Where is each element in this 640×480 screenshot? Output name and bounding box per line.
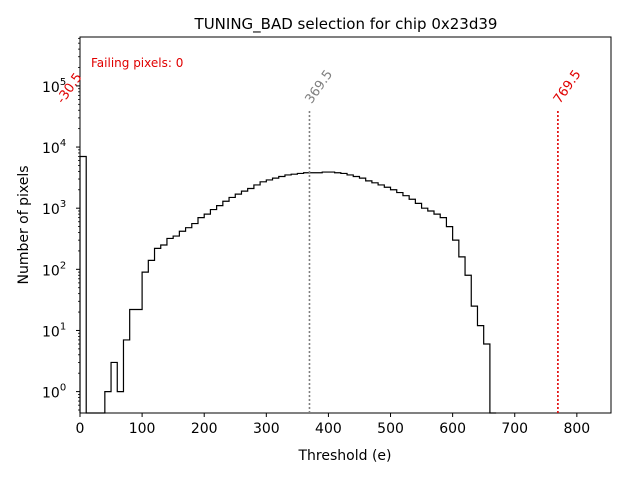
histogram-step-line <box>79 155 497 414</box>
x-tick-label: 100 <box>129 421 156 437</box>
x-tick-label: 500 <box>377 421 404 437</box>
y-axis-ticks: 100 101 102 103 104 105 <box>42 37 80 411</box>
y-tick-label: 102 <box>42 260 66 279</box>
x-tick-label: 600 <box>439 421 466 437</box>
y-tick-label: 101 <box>42 321 66 340</box>
reference-lines: 369.5 769.5-30.5 <box>54 68 585 413</box>
y-tick-label: 103 <box>42 199 66 218</box>
vline-label-0: 369.5 <box>302 68 336 107</box>
x-tick-label: 400 <box>315 421 342 437</box>
x-axis-label: Threshold (e) <box>298 448 392 464</box>
y-tick-label: 104 <box>42 138 66 157</box>
y-tick-label: 105 <box>42 77 66 96</box>
vline-label-1: 769.5 <box>551 68 585 107</box>
x-tick-label: 700 <box>501 421 528 437</box>
y-axis-label: Number of pixels <box>16 165 32 284</box>
y-tick-label: 100 <box>42 383 66 402</box>
x-tick-label: 0 <box>76 421 85 437</box>
x-tick-label: 800 <box>563 421 590 437</box>
x-axis-ticks: 0 100 200 300 400 500 600 700 800 <box>76 413 590 437</box>
chart-title: TUNING_BAD selection for chip 0x23d39 <box>194 15 498 34</box>
failing-pixels-annotation: Failing pixels: 0 <box>91 56 183 70</box>
histogram-marks <box>79 155 497 414</box>
x-tick-label: 200 <box>191 421 218 437</box>
plot-frame <box>79 36 612 414</box>
x-tick-label: 300 <box>253 421 280 437</box>
